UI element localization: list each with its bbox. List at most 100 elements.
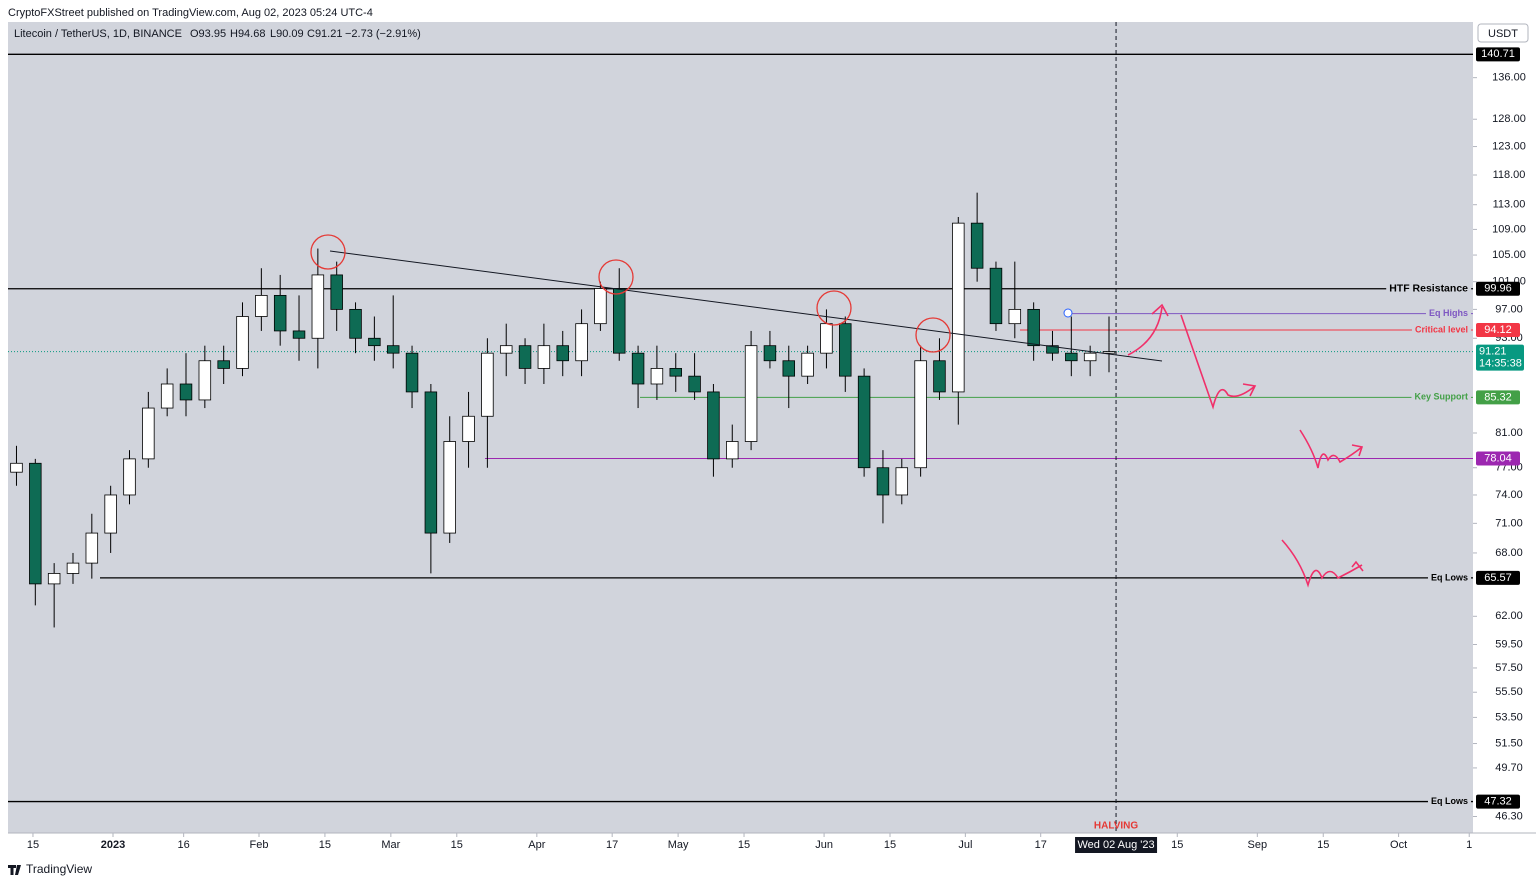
candle-body [349,308,362,339]
y-tick-label: 62.00 [1495,610,1523,622]
candle-body [989,267,1003,325]
currency-box[interactable] [1477,23,1529,43]
candle-body [330,274,343,310]
candle-body [782,360,796,377]
circle [915,317,951,353]
candle-body [236,316,249,369]
level-label: HTF Resistance [1389,283,1468,295]
candle-body [669,368,682,377]
candle-body [481,352,494,417]
currency[interactable]: USDT [1488,28,1518,40]
candle-body [29,462,42,585]
candle-body [47,573,61,585]
candle-body [970,222,984,269]
level-label-bg [1386,281,1472,296]
x-tick-label: 15 [738,839,750,851]
candle-body [763,345,777,362]
price-badge [1476,451,1520,466]
candle-body [123,458,136,496]
price-badge-label: 65.57 [1484,572,1512,584]
y-tick-label: 74.00 [1495,489,1523,501]
circle [816,290,852,326]
x-tick-label: 15 [451,839,463,851]
level-label: Eq Lows [1431,572,1468,582]
price-badge-label: 85.32 [1484,391,1512,403]
candle-body [688,375,701,393]
candle-body [556,345,569,362]
level-label-bg [1427,794,1471,807]
candle-body [631,352,645,385]
price-badge-label: 99.96 [1484,283,1512,295]
candle-body [801,352,814,377]
x-tick-label: 17 [606,839,618,851]
x-tick-label: 15 [884,839,896,851]
x-tick-label: 1 [1466,839,1472,851]
x-tick-label: 15 [319,839,331,851]
level-label-bg [1425,307,1471,320]
candle-body [1046,345,1059,354]
candle-body [895,467,909,496]
y-tick-label: 57.50 [1495,662,1523,674]
y-tick-label: 97.00 [1495,303,1523,315]
candle-body [405,352,419,393]
cursor-note: HALVING [1094,821,1138,832]
anchor [1063,308,1073,318]
candle-body [104,494,117,534]
ohlc-close: C91.21 [307,28,342,40]
ohlc-high: H94.68 [230,28,265,40]
candle-body [311,274,325,339]
x-tick-label: May [668,839,689,851]
candle-body [66,562,80,574]
published: CryptoFXStreet published on TradingView.… [8,7,373,19]
candle-body [255,294,268,317]
circle [310,234,346,270]
candle-body [198,360,212,401]
candle-body [1027,308,1040,347]
candle-body [744,345,758,442]
x-tick-label: Mar [381,839,400,851]
price-badge [1476,390,1520,405]
level-label: Eq Lows [1431,796,1468,806]
candle-body [820,323,833,354]
y-tick-label: 55.50 [1495,686,1523,698]
candle-body [537,345,551,369]
x-tick-label: Jun [815,839,833,851]
candle-body [876,467,890,496]
candle-body [142,407,155,460]
price-badge-label: 94.12 [1484,324,1512,336]
trendline [329,250,1163,362]
last-price-badge [1476,344,1524,371]
candle-body [575,323,588,362]
x-tick-label: Jul [958,839,972,851]
candle-body [292,330,306,339]
price-badge-label: 78.04 [1484,452,1512,464]
x-tick-label: 15 [1317,839,1329,851]
price-axis [1473,22,1536,858]
cursor-label: Wed 02 Aug '23 [1077,839,1154,851]
level-label: Key Support [1414,392,1468,402]
y-tick-label: 71.00 [1495,517,1523,529]
ohlc-change: −2.73 (−2.91%) [345,28,421,40]
candle-body [160,383,174,409]
plot-area [8,22,1473,833]
candle-body [914,360,927,469]
last-price-label: 91.21 [1479,345,1507,357]
candle-body [1083,352,1097,362]
logo: TradingView [8,862,92,876]
drawing [1127,303,1364,588]
y-tick-label: 123.00 [1492,140,1526,152]
y-tick-label: 46.30 [1495,810,1523,822]
level-label-bg [1411,390,1471,403]
price-badge [1476,47,1520,62]
y-tick-label: 81.00 [1495,427,1523,439]
x-tick-label: Apr [528,839,545,851]
countdown: 14:35:38 [1479,357,1522,369]
series [8,53,1473,803]
level-label-bg [1411,323,1471,336]
candle-body [273,294,287,332]
y-tick-label: 109.00 [1492,223,1526,235]
ohlc-low: L90.09 [270,28,304,40]
y-tick-label: 113.00 [1493,199,1526,211]
candle-body [10,462,23,473]
